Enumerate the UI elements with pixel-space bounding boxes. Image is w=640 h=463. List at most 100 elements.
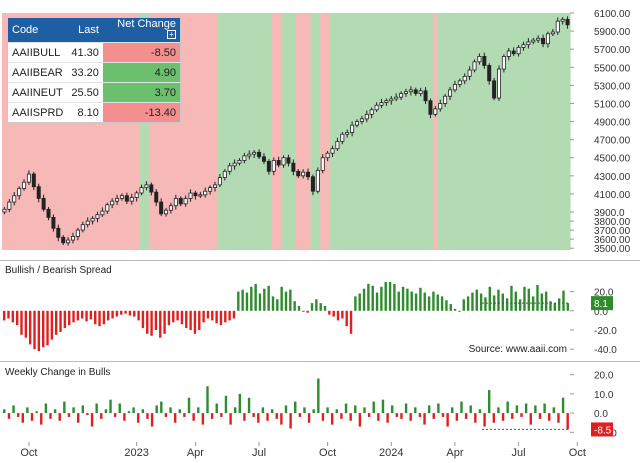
spread-bar — [427, 296, 431, 311]
sentiment-band — [109, 13, 116, 250]
sentiment-band — [261, 13, 268, 250]
sentiment-band — [251, 13, 258, 250]
table-row[interactable]: AAIIBULL 41.30 -8.50 — [8, 42, 180, 63]
bulls-bar — [506, 401, 509, 414]
spread-bar — [401, 286, 405, 311]
spread-bar — [540, 293, 544, 311]
bulls-bar — [257, 413, 260, 423]
row-code: AAIIBULL — [8, 42, 68, 63]
sentiment-band — [530, 13, 537, 250]
bulls-bar — [548, 413, 551, 421]
candle — [198, 191, 203, 198]
candle — [237, 158, 242, 166]
bulls-bar — [197, 407, 200, 414]
time-tick-label: Oct — [20, 447, 37, 459]
spread-bar — [28, 310, 32, 345]
bulls-bar — [354, 405, 357, 414]
bulls-last-label: -8.5 — [594, 425, 612, 436]
sentiment-band — [310, 13, 316, 250]
time-tick-label: Apr — [446, 447, 463, 459]
bulls-bar — [386, 413, 389, 423]
bulls-bar — [335, 409, 338, 414]
sentiment-band — [16, 13, 23, 250]
sentiment-band — [178, 13, 184, 250]
candle — [134, 190, 139, 202]
candle — [90, 216, 95, 225]
sentiment-band — [320, 13, 326, 250]
sentiment-band — [2, 13, 8, 250]
bulls-bar — [30, 413, 34, 421]
candle — [85, 217, 90, 228]
bulls-bar — [187, 397, 191, 414]
candle — [565, 16, 570, 29]
time-tick-label: Jul — [252, 447, 266, 459]
spread-bar — [267, 285, 270, 311]
sentiment-band — [565, 13, 571, 250]
spread-bar — [323, 306, 327, 311]
table-row[interactable]: AAIIBEAR 33.20 4.90 — [8, 62, 180, 83]
bulls-bar — [451, 407, 454, 414]
expand-icon[interactable]: + — [167, 30, 176, 39]
bulls-bar — [289, 413, 292, 429]
bulls-bar — [524, 403, 528, 414]
spread-bar — [250, 286, 253, 311]
spread-bar — [37, 310, 41, 352]
table-row[interactable]: AAIINEUT 25.50 3.70 — [8, 82, 180, 103]
candle — [61, 235, 66, 246]
row-last: 41.30 — [67, 42, 103, 63]
header-net-change-label: Net Change — [117, 18, 176, 30]
candle — [129, 193, 134, 205]
candle — [31, 171, 36, 191]
sentiment-band — [447, 13, 454, 250]
bulls-bar — [557, 413, 560, 423]
sentiment-band — [153, 13, 160, 250]
sentiment-band — [99, 13, 106, 250]
sentiment-band — [535, 13, 542, 250]
spread-bar — [254, 283, 257, 311]
candle — [428, 98, 433, 119]
candle — [492, 77, 497, 101]
sentiment-band — [432, 13, 439, 250]
bulls-bar — [423, 413, 426, 425]
spread-bar — [436, 294, 439, 311]
header-net-change[interactable]: Net Change+ — [102, 18, 180, 43]
bulls-bar — [173, 413, 177, 423]
spread-bar — [553, 303, 557, 311]
spread-bar — [219, 310, 223, 326]
row-last: 25.50 — [67, 82, 103, 103]
bulls-bar — [238, 393, 242, 414]
candle — [242, 152, 247, 164]
candle — [168, 202, 173, 214]
sentiment-band — [158, 13, 165, 250]
sentiment-band — [437, 13, 444, 250]
bulls-bar — [234, 407, 237, 414]
price-tick-label: 4100.00 — [594, 190, 631, 201]
spread-bar — [341, 310, 344, 319]
header-code[interactable]: Code — [8, 18, 68, 43]
sentiment-band — [266, 13, 272, 250]
spread-bar — [102, 310, 106, 325]
candle — [482, 52, 487, 69]
sentiment-band — [496, 13, 503, 250]
sentiment-band — [246, 13, 253, 250]
bulls-bar — [146, 413, 149, 419]
bulls-bar — [169, 407, 172, 414]
spread-bar — [167, 310, 171, 326]
candle — [550, 29, 555, 37]
sentiment-band — [560, 13, 566, 250]
candle — [541, 34, 546, 48]
price-tick-label: 4900.00 — [594, 118, 631, 129]
bulls-tick-label: 20.0 — [594, 371, 614, 382]
sentiment-band — [11, 13, 18, 250]
candle — [115, 194, 120, 206]
spread-bar — [488, 286, 491, 311]
bulls-bar — [247, 397, 251, 414]
candle — [178, 196, 183, 207]
table-row[interactable]: AAIISPRD 8.10 -13.40 — [8, 102, 180, 122]
sentiment-band — [26, 13, 32, 250]
sentiment-band — [114, 13, 121, 250]
bulls-bar — [474, 413, 477, 423]
spread-bar — [349, 310, 353, 334]
spread-bar — [154, 310, 158, 330]
header-last[interactable]: Last — [67, 18, 103, 43]
